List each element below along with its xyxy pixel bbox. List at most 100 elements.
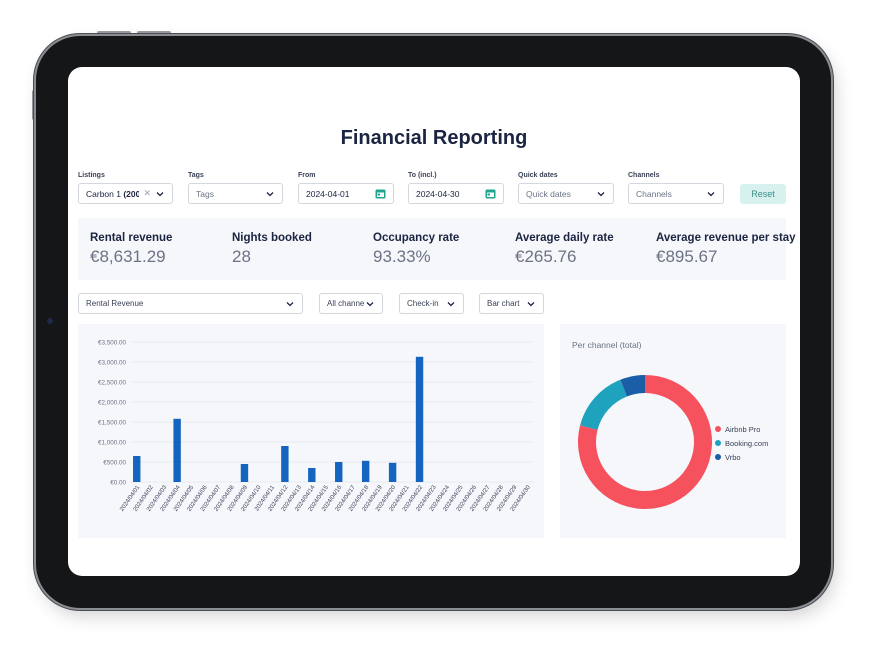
legend-label: Airbnb Pro: [725, 424, 761, 434]
chart-type-value: Bar chart: [487, 299, 520, 308]
listings-value: Carbon 1 (2009: [86, 188, 140, 199]
y-tick-label: €2,500.00: [98, 380, 127, 387]
stat-average-daily-rate: Average daily rate €265.76: [515, 232, 614, 267]
revenue-bar-chart-panel: €0.00 €500.00 €1,000.00 €1,500.00 €2,000.00 €…: [78, 324, 544, 538]
channel-value: All channe: [327, 299, 365, 308]
quick-dates-filter: Quick dates Quick dates: [518, 172, 614, 204]
donut-title: Per channel (total): [572, 340, 642, 350]
donut-legend: Airbnb Pro Booking.com Vrbo: [715, 422, 768, 464]
stat-label: Nights booked: [232, 232, 312, 244]
date-basis-select[interactable]: Check-in: [399, 293, 464, 314]
device-volume-button: [97, 31, 131, 36]
to-date-input[interactable]: 2024-04-30: [408, 183, 504, 204]
bar: [308, 468, 316, 482]
quick-dates-select[interactable]: Quick dates: [518, 183, 614, 204]
stat-nights-booked: Nights booked 28: [232, 232, 312, 267]
legend-label: Vrbo: [725, 452, 741, 462]
chevron-down-icon: [366, 301, 374, 306]
channels-placeholder: Channels: [636, 188, 672, 199]
page-title: Financial Reporting: [340, 127, 528, 149]
stat-rental-revenue: Rental revenue €8,631.29: [90, 232, 172, 267]
bar: [361, 460, 370, 482]
stat-value: 28: [232, 247, 251, 266]
chart-controls: Rental Revenue All channe Check-in Bar c…: [78, 293, 548, 315]
tags-placeholder: Tags: [196, 188, 214, 199]
calendar-icon[interactable]: [485, 188, 496, 199]
listings-label: Listings: [78, 172, 105, 179]
screen: Financial Reporting Listings Carbon 1 (2…: [68, 67, 800, 576]
metric-select[interactable]: Rental Revenue: [78, 293, 303, 314]
tags-select[interactable]: Tags: [188, 183, 283, 204]
bar: [335, 462, 343, 482]
revenue-bar-chart: €0.00 €500.00 €1,000.00 €1,500.00 €2,000.00 €…: [98, 340, 534, 513]
bar: [388, 462, 397, 482]
legend-swatch: [715, 454, 721, 460]
legend-item[interactable]: Booking.com: [715, 436, 768, 450]
legend-swatch: [715, 440, 721, 446]
device-power-button: [32, 90, 36, 120]
to-filter: To (incl.) 2024-04-30: [408, 172, 504, 204]
bar: [173, 418, 181, 482]
stat-value: €895.67: [656, 247, 718, 266]
tags-label: Tags: [188, 172, 204, 179]
legend-label: Booking.com: [725, 438, 769, 448]
quick-dates-label: Quick dates: [518, 172, 558, 179]
stat-label: Average daily rate: [515, 232, 614, 244]
legend-item[interactable]: Vrbo: [715, 450, 768, 464]
from-filter: From 2024-04-01: [298, 172, 394, 204]
channels-select[interactable]: Channels: [628, 183, 724, 204]
bar: [133, 456, 141, 482]
quick-dates-placeholder: Quick dates: [526, 188, 571, 199]
y-tick-label: €500.00: [103, 460, 126, 467]
to-label: To (incl.): [408, 172, 437, 179]
y-tick-label: €1,000.00: [98, 440, 127, 447]
channels-label: Channels: [628, 172, 660, 179]
stats-summary: Rental revenue €8,631.29 Nights booked 2…: [78, 218, 796, 280]
to-value: 2024-04-30: [416, 188, 460, 199]
y-tick-label: €1,500.00: [98, 420, 127, 427]
bar: [281, 446, 289, 482]
from-label: From: [298, 172, 316, 179]
stat-label: Rental revenue: [90, 232, 173, 244]
chart-type-select[interactable]: Bar chart: [479, 293, 544, 314]
stat-label: Average revenue per stay: [656, 232, 796, 244]
camera-dot: [47, 318, 53, 324]
from-date-input[interactable]: 2024-04-01: [298, 183, 394, 204]
y-tick-label: €2,000.00: [98, 400, 127, 407]
donut-slice: [578, 375, 712, 509]
calendar-icon[interactable]: [375, 188, 386, 199]
y-tick-label: €0.00: [110, 480, 126, 487]
legend-item[interactable]: Airbnb Pro: [715, 422, 768, 436]
stat-occupancy-rate: Occupancy rate 93.33%: [373, 232, 459, 267]
channel-donut-chart: [578, 375, 712, 509]
clear-icon[interactable]: ✕: [143, 188, 151, 198]
stat-value: €265.76: [515, 247, 577, 266]
legend-swatch: [715, 426, 721, 432]
y-tick-label: €3,500.00: [98, 340, 127, 347]
chevron-down-icon: [527, 301, 535, 306]
chevron-down-icon: [286, 301, 294, 306]
donut-slice: [620, 375, 646, 397]
date-basis-value: Check-in: [407, 299, 439, 308]
channel-select[interactable]: All channe: [319, 293, 383, 314]
reset-button[interactable]: Reset: [740, 184, 786, 204]
channel-donut-panel: Per channel (total) Airbnb Pro Booking.c…: [560, 324, 786, 538]
chevron-down-icon: [707, 191, 715, 196]
tags-filter: Tags Tags: [188, 172, 283, 204]
channels-filter: Channels Channels: [628, 172, 724, 204]
chevron-down-icon: [597, 191, 605, 196]
bar: [415, 356, 424, 482]
donut-slice: [580, 379, 628, 431]
stat-value: €8,631.29: [90, 247, 166, 266]
device-volume-button: [137, 31, 171, 36]
stat-label: Occupancy rate: [373, 232, 460, 244]
stat-average-revenue-per-stay: Average revenue per stay €895.67: [656, 232, 796, 267]
chevron-down-icon: [156, 191, 164, 196]
chevron-down-icon: [266, 191, 274, 196]
metric-value: Rental Revenue: [86, 299, 144, 308]
chevron-down-icon: [447, 301, 455, 306]
listings-select[interactable]: Carbon 1 (2009 ✕: [78, 183, 173, 204]
stat-value: 93.33%: [373, 247, 431, 266]
bar: [240, 464, 249, 482]
y-tick-label: €3,000.00: [98, 360, 127, 367]
